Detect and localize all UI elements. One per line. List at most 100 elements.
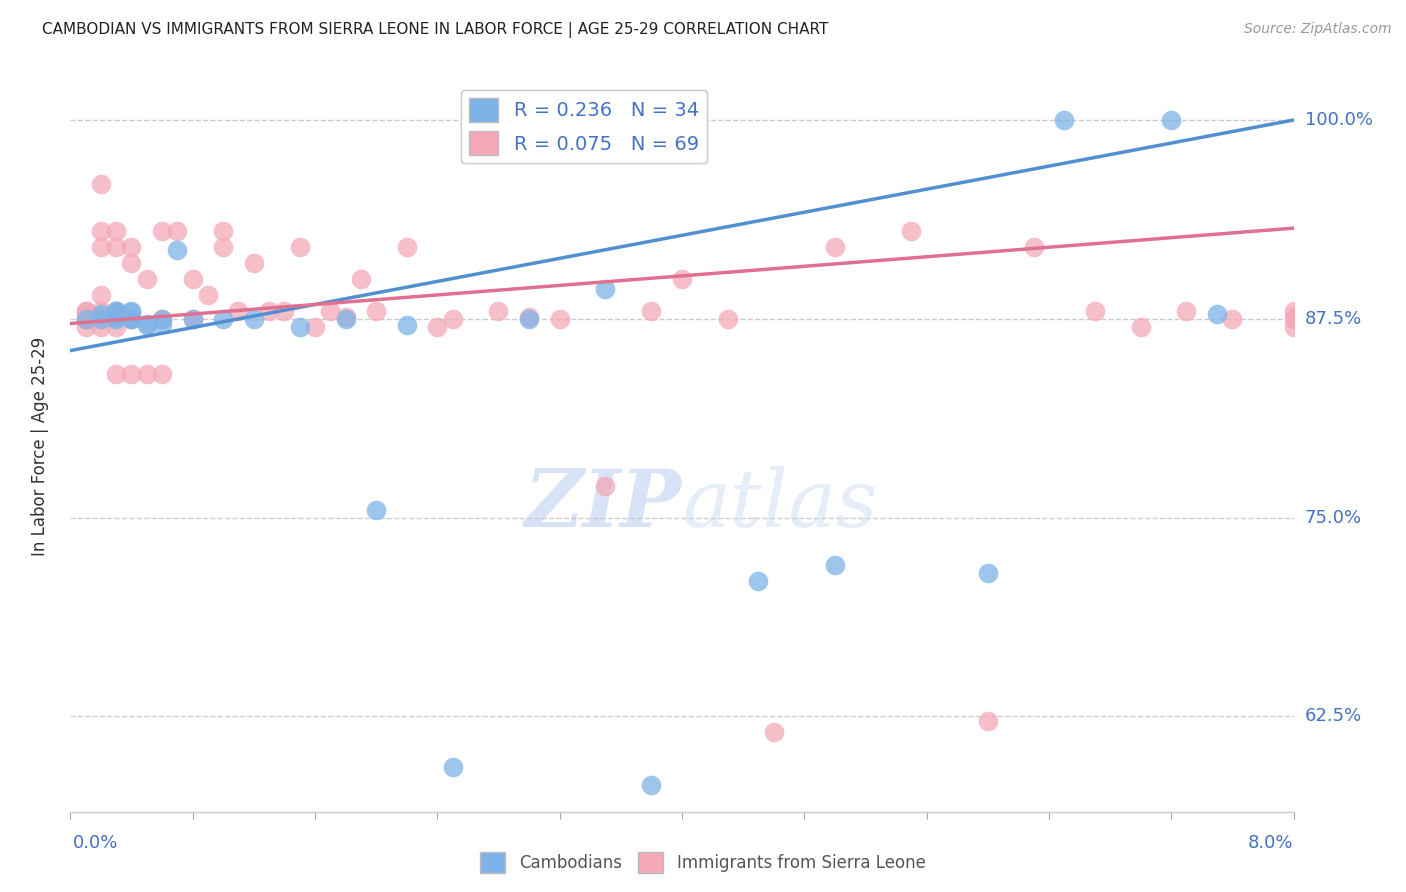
Point xyxy=(257,303,280,318)
Point xyxy=(288,240,311,254)
Point xyxy=(121,311,143,326)
Point xyxy=(441,311,464,326)
Point xyxy=(640,778,662,792)
Point xyxy=(75,311,97,326)
Point xyxy=(243,311,266,326)
Point xyxy=(304,319,326,334)
Point xyxy=(212,311,235,326)
Point xyxy=(105,319,128,334)
Point xyxy=(150,368,173,382)
Point xyxy=(1053,113,1076,128)
Point xyxy=(135,318,157,333)
Point xyxy=(75,319,97,334)
Point xyxy=(595,282,617,296)
Point xyxy=(335,311,357,326)
Point xyxy=(350,272,373,286)
Point xyxy=(90,319,112,334)
Point xyxy=(121,303,143,318)
Point xyxy=(90,224,112,238)
Point xyxy=(824,240,846,254)
Point xyxy=(75,311,97,326)
Point xyxy=(121,311,143,326)
Point xyxy=(517,310,540,325)
Point xyxy=(121,256,143,270)
Point xyxy=(595,479,617,493)
Point xyxy=(395,240,418,254)
Point xyxy=(426,319,449,334)
Point xyxy=(135,272,157,286)
Point xyxy=(1282,311,1305,326)
Point xyxy=(243,256,266,270)
Point xyxy=(105,368,128,382)
Point xyxy=(105,303,128,318)
Point xyxy=(150,224,173,238)
Point xyxy=(75,303,97,318)
Point xyxy=(105,310,128,325)
Point xyxy=(105,311,128,326)
Point xyxy=(166,244,188,258)
Point xyxy=(517,311,540,326)
Point xyxy=(121,311,143,326)
Point xyxy=(90,177,112,191)
Point xyxy=(762,725,785,739)
Point xyxy=(75,307,97,321)
Point xyxy=(671,272,693,286)
Text: 62.5%: 62.5% xyxy=(1305,707,1362,725)
Point xyxy=(75,303,97,318)
Point xyxy=(105,303,128,318)
Point xyxy=(135,368,157,382)
Point xyxy=(197,288,219,302)
Point xyxy=(717,311,740,326)
Point xyxy=(228,303,250,318)
Point xyxy=(90,311,112,326)
Point xyxy=(1282,310,1305,325)
Point xyxy=(90,307,112,321)
Point xyxy=(1084,303,1107,318)
Point xyxy=(135,317,157,331)
Legend: Cambodians, Immigrants from Sierra Leone: Cambodians, Immigrants from Sierra Leone xyxy=(474,846,932,880)
Point xyxy=(1282,303,1305,318)
Point xyxy=(640,303,662,318)
Point xyxy=(105,307,128,321)
Point xyxy=(212,224,235,238)
Text: CAMBODIAN VS IMMIGRANTS FROM SIERRA LEONE IN LABOR FORCE | AGE 25-29 CORRELATION: CAMBODIAN VS IMMIGRANTS FROM SIERRA LEON… xyxy=(42,22,828,38)
Point xyxy=(488,303,510,318)
Point xyxy=(90,303,112,318)
Point xyxy=(90,240,112,254)
Point xyxy=(75,311,97,326)
Point xyxy=(90,311,112,326)
Text: 0.0%: 0.0% xyxy=(73,834,118,852)
Point xyxy=(747,574,769,589)
Point xyxy=(150,311,173,326)
Point xyxy=(212,240,235,254)
Point xyxy=(1175,303,1198,318)
Point xyxy=(900,224,922,238)
Point xyxy=(976,566,998,581)
Point xyxy=(166,224,188,238)
Point xyxy=(181,272,204,286)
Point xyxy=(1160,113,1182,128)
Point xyxy=(976,714,998,728)
Text: atlas: atlas xyxy=(682,466,877,543)
Point xyxy=(105,303,128,318)
Point xyxy=(1220,311,1243,326)
Point xyxy=(150,311,173,326)
Point xyxy=(366,502,388,516)
Text: Source: ZipAtlas.com: Source: ZipAtlas.com xyxy=(1244,22,1392,37)
Point xyxy=(75,311,97,326)
Point xyxy=(121,311,143,326)
Point xyxy=(824,558,846,573)
Text: 87.5%: 87.5% xyxy=(1305,310,1362,327)
Point xyxy=(181,311,204,326)
Text: ZIP: ZIP xyxy=(524,466,682,543)
Point xyxy=(288,319,311,334)
Point xyxy=(90,288,112,302)
Point xyxy=(150,317,173,331)
Point xyxy=(1022,240,1045,254)
Point xyxy=(366,303,388,318)
Legend: R = 0.236   N = 34, R = 0.075   N = 69: R = 0.236 N = 34, R = 0.075 N = 69 xyxy=(461,90,707,162)
Point xyxy=(1206,307,1229,321)
Point xyxy=(105,224,128,238)
Point xyxy=(1129,319,1152,334)
Text: 75.0%: 75.0% xyxy=(1305,508,1362,526)
